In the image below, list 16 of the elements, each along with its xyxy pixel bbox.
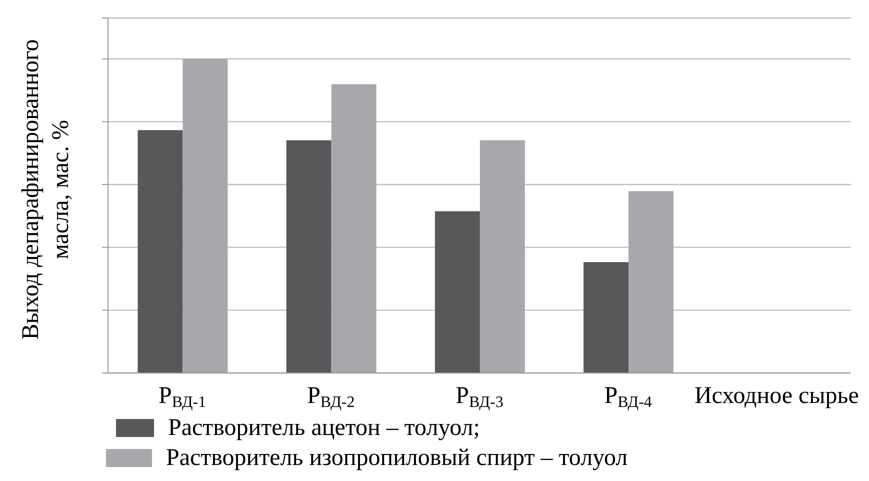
x-tick-label: Р$_{ВД-3}$ <box>456 383 504 411</box>
bar <box>434 211 480 373</box>
x-tick-label: Исходное сырье <box>694 383 859 409</box>
bar <box>182 58 228 373</box>
bar <box>286 140 332 373</box>
bar <box>584 262 629 373</box>
x-tick-label: Р$_{ВД-1}$ <box>158 383 206 411</box>
legend-label: Растворитель изопропиловый спирт – толуол <box>166 444 628 472</box>
bar <box>331 84 376 373</box>
bar <box>480 140 525 373</box>
bar <box>628 191 674 373</box>
y-axis-title: Выход депарафинированного масла, мас. % <box>18 39 74 340</box>
legend-label: Растворитель ацетон – толуол; <box>168 414 480 442</box>
x-tick-label: Р$_{ВД-2}$ <box>307 383 355 411</box>
bar <box>138 130 183 373</box>
x-tick-label: Р$_{ВД-4}$ <box>604 383 652 411</box>
